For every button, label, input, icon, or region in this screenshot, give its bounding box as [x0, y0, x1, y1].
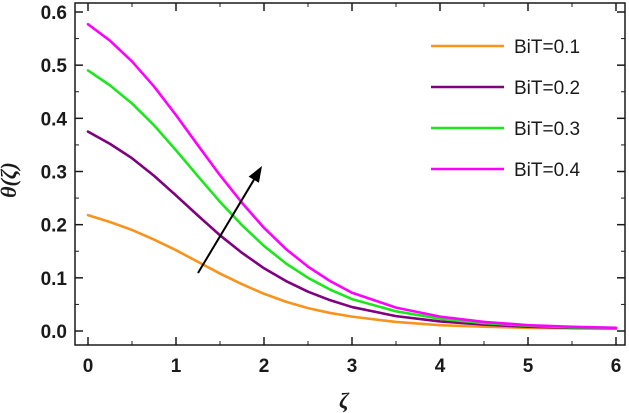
x-tick-label: 3 — [347, 356, 358, 377]
x-tick-label: 1 — [171, 356, 182, 377]
series-layer — [86, 22, 618, 330]
frame-layer: 0 1 2 3 4 5 6 0.0 0.1 0.2 0.3 0.4 0.5 0.6 — [41, 2, 626, 377]
y-tick-label: 0.2 — [41, 216, 67, 237]
legend-label-1: BiT=0.1 — [514, 37, 580, 58]
annotation-layer — [197, 166, 262, 274]
series-line-1 — [86, 213, 618, 330]
y-tick-label: 0.5 — [41, 56, 68, 77]
x-tick-label: 6 — [611, 356, 622, 377]
legend-layer: BiT=0.1 BiT=0.2 BiT=0.3 BiT=0.4 — [431, 37, 580, 181]
x-tick-label: 5 — [523, 356, 534, 377]
y-axis-title: θ(ζ) — [0, 162, 21, 198]
legend-label-2: BiT=0.2 — [514, 78, 580, 99]
y-tick-label: 0.4 — [41, 109, 68, 130]
y-tick-label: 0.1 — [41, 269, 68, 290]
trend-arrow-line — [197, 172, 259, 274]
plot-frame — [74, 2, 626, 346]
series-line-4 — [86, 22, 618, 330]
x-tick-label: 0 — [83, 356, 94, 377]
y-tick-label: 0.3 — [41, 163, 67, 184]
series-line-2 — [86, 130, 618, 330]
y-tick-label: 0.0 — [41, 322, 67, 343]
x-tick-label: 2 — [259, 356, 270, 377]
y-tick-label: 0.6 — [41, 3, 67, 24]
legend-label-3: BiT=0.3 — [514, 119, 580, 140]
x-tick-label: 4 — [435, 356, 446, 377]
trend-arrow-head — [248, 166, 262, 183]
x-axis-title: ζ — [339, 388, 350, 413]
legend-label-4: BiT=0.4 — [514, 160, 580, 181]
